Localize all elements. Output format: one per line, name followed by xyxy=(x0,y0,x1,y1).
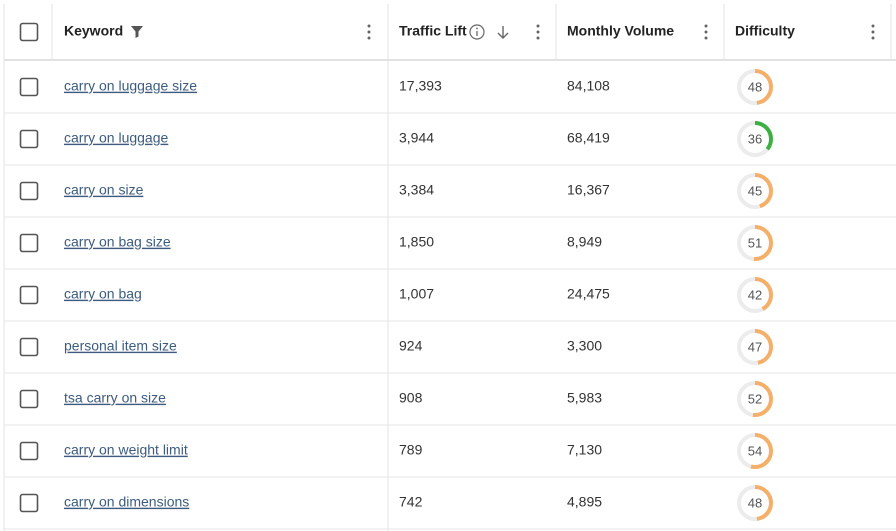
row-checkbox[interactable] xyxy=(19,233,39,253)
difficulty-ring xyxy=(737,173,773,209)
row-checkbox[interactable] xyxy=(19,389,39,409)
keyword-link[interactable]: tsa carry on size xyxy=(64,390,166,406)
difficulty-value: 42 xyxy=(748,287,762,302)
difficulty-value: 48 xyxy=(748,495,762,510)
difficulty-ring xyxy=(737,69,773,105)
row-checkbox[interactable] xyxy=(19,129,39,149)
difficulty-value: 51 xyxy=(748,235,762,250)
column-menu[interactable] xyxy=(536,24,540,40)
traffic-lift: 1,007 xyxy=(399,286,434,302)
difficulty-ring xyxy=(737,329,773,365)
traffic-lift: 3,944 xyxy=(399,130,434,146)
difficulty-ring xyxy=(737,277,773,313)
difficulty-value: 52 xyxy=(748,391,762,406)
difficulty-value: 36 xyxy=(748,131,762,146)
traffic-lift: 3,384 xyxy=(399,182,434,198)
select-all-checkbox[interactable] xyxy=(19,22,39,42)
monthly-volume: 84,108 xyxy=(567,78,610,94)
monthly-volume: 68,419 xyxy=(567,130,610,146)
difficulty-ring xyxy=(737,381,773,417)
column-header: Monthly Volume xyxy=(567,23,674,39)
monthly-volume: 24,475 xyxy=(567,286,610,302)
row-checkbox[interactable] xyxy=(19,285,39,305)
monthly-volume: 16,367 xyxy=(567,182,610,198)
difficulty-value: 47 xyxy=(748,339,762,354)
difficulty-ring xyxy=(737,485,773,521)
row-checkbox[interactable] xyxy=(19,337,39,357)
header-bg xyxy=(4,4,896,60)
column-header: Keyword xyxy=(64,23,123,39)
row-checkbox[interactable] xyxy=(19,77,39,97)
traffic-lift: 789 xyxy=(399,442,423,458)
monthly-volume: 5,983 xyxy=(567,390,602,406)
keyword-link[interactable]: carry on dimensions xyxy=(64,494,189,510)
difficulty-value: 45 xyxy=(748,183,762,198)
difficulty-ring xyxy=(737,433,773,469)
difficulty-value: 54 xyxy=(748,443,762,458)
keyword-link[interactable]: carry on bag xyxy=(64,286,142,302)
keyword-link[interactable]: carry on luggage size xyxy=(64,78,197,94)
monthly-volume: 3,300 xyxy=(567,338,602,354)
row-checkbox[interactable] xyxy=(19,181,39,201)
column-menu[interactable] xyxy=(704,24,708,40)
info-icon[interactable] xyxy=(469,24,485,40)
traffic-lift: 17,393 xyxy=(399,78,442,94)
difficulty-ring xyxy=(737,225,773,261)
keyword-link[interactable]: personal item size xyxy=(64,338,177,354)
traffic-lift: 924 xyxy=(399,338,423,354)
difficulty-value: 48 xyxy=(748,79,762,94)
keyword-link[interactable]: carry on weight limit xyxy=(64,442,188,458)
column-header: Difficulty xyxy=(735,23,795,39)
monthly-volume: 7,130 xyxy=(567,442,602,458)
filter-icon[interactable] xyxy=(131,26,143,38)
traffic-lift: 742 xyxy=(399,494,423,510)
column-menu[interactable] xyxy=(871,24,875,40)
column-menu[interactable] xyxy=(367,24,371,40)
row-checkbox[interactable] xyxy=(19,493,39,513)
keyword-link[interactable]: carry on bag size xyxy=(64,234,171,250)
column-header: Traffic Lift xyxy=(399,23,467,39)
sort-arrow[interactable] xyxy=(497,26,509,39)
keyword-link[interactable]: carry on size xyxy=(64,182,144,198)
row-checkbox[interactable] xyxy=(19,441,39,461)
monthly-volume: 8,949 xyxy=(567,234,602,250)
traffic-lift: 908 xyxy=(399,390,423,406)
traffic-lift: 1,850 xyxy=(399,234,434,250)
monthly-volume: 4,895 xyxy=(567,494,602,510)
keyword-link[interactable]: carry on luggage xyxy=(64,130,169,146)
difficulty-ring xyxy=(737,121,773,157)
